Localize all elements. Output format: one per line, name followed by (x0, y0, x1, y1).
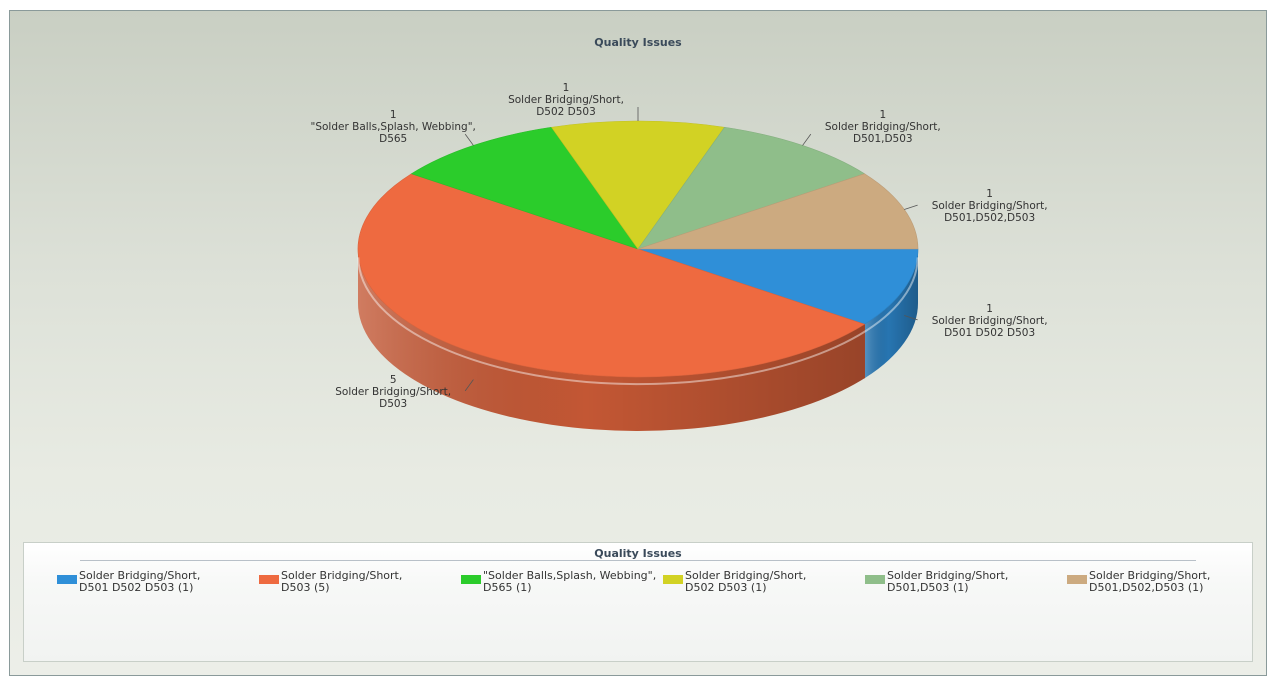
pie-data-label-2: 5 (390, 374, 397, 386)
pie-category-label-3: D565 (379, 133, 407, 145)
pie-side-shading-2 (358, 249, 865, 431)
pie-category-label-3: "Solder Balls,Splash, Webbing", (311, 121, 476, 133)
legend-item-1[interactable]: Solder Bridging/Short, D501 D502 D503 (1… (57, 570, 257, 600)
pie-data-label-3: 1 (390, 109, 397, 121)
pie-category-label-1: D501 D502 D503 (944, 327, 1035, 339)
chart-title: Quality Issues (594, 36, 682, 49)
pie-category-label-1: Solder Bridging/Short, (932, 315, 1048, 327)
pie-slice-3[interactable] (410, 126, 639, 250)
pie-slice-1[interactable] (637, 248, 919, 325)
legend-label-2: Solder Bridging/Short, D503 (5) (281, 569, 403, 594)
legend-swatch-4 (663, 575, 683, 584)
pie-leader-line-1 (904, 315, 918, 321)
pie-data-label-6: 1 (986, 188, 993, 200)
pie-leader-line-6 (904, 204, 918, 210)
pie-data-label-4: 1 (563, 82, 570, 94)
pie-slice-5[interactable] (637, 126, 866, 250)
pie-category-label-5: D501,D503 (853, 133, 913, 145)
pie-category-label-4: D502 D503 (536, 106, 596, 118)
pie-side-walls (358, 249, 918, 431)
pie-slice-4[interactable] (550, 120, 726, 250)
pie-rim-highlight (357, 257, 919, 386)
pie-leader-line-2 (464, 379, 474, 392)
legend-label-6: Solder Bridging/Short, D501,D502,D503 (1… (1089, 569, 1211, 594)
legend-title: Quality Issues (594, 547, 682, 560)
legend-label-5: Solder Bridging/Short, D501,D503 (1) (887, 569, 1009, 594)
legend-swatch-6 (1067, 575, 1087, 584)
legend-swatch-3 (461, 575, 481, 584)
legend-divider (80, 560, 1196, 561)
legend: Quality Issues Solder Bridging/Short, D5… (23, 542, 1253, 662)
pie-data-label-5: 1 (879, 109, 886, 121)
legend-swatch-1 (57, 575, 77, 584)
legend-item-5[interactable]: Solder Bridging/Short, D501,D503 (1) (865, 570, 1065, 600)
legend-label-1: Solder Bridging/Short, D501 D502 D503 (1… (79, 569, 201, 594)
legend-swatch-5 (865, 575, 885, 584)
pie-category-label-2: D503 (379, 398, 407, 410)
pie-category-label-2: Solder Bridging/Short, (335, 386, 451, 398)
pie-side-shading-1 (864, 249, 918, 379)
pie-category-label-4: Solder Bridging/Short, (508, 94, 624, 106)
legend-label-4: Solder Bridging/Short, D502 D503 (1) (685, 569, 807, 594)
legend-label-3: "Solder Balls,Splash, Webbing", D565 (1) (483, 569, 657, 594)
pie-leader-line-5 (802, 133, 812, 146)
legend-item-3[interactable]: "Solder Balls,Splash, Webbing", D565 (1) (461, 570, 661, 600)
pie-category-label-5: Solder Bridging/Short, (825, 121, 941, 133)
legend-item-2[interactable]: Solder Bridging/Short, D503 (5) (259, 570, 459, 600)
pie-top (357, 120, 919, 378)
pie-slice-2[interactable] (357, 173, 866, 378)
legend-swatch-2 (259, 575, 279, 584)
pie-slice-6[interactable] (637, 173, 919, 250)
legend-item-4[interactable]: Solder Bridging/Short, D502 D503 (1) (663, 570, 863, 600)
pie-data-label-1: 1 (986, 303, 993, 315)
pie-category-label-6: D501,D502,D503 (944, 212, 1035, 224)
legend-item-6[interactable]: Solder Bridging/Short, D501,D502,D503 (1… (1067, 570, 1267, 600)
pie-category-label-6: Solder Bridging/Short, (932, 200, 1048, 212)
pie-leader-line-3 (464, 133, 474, 146)
